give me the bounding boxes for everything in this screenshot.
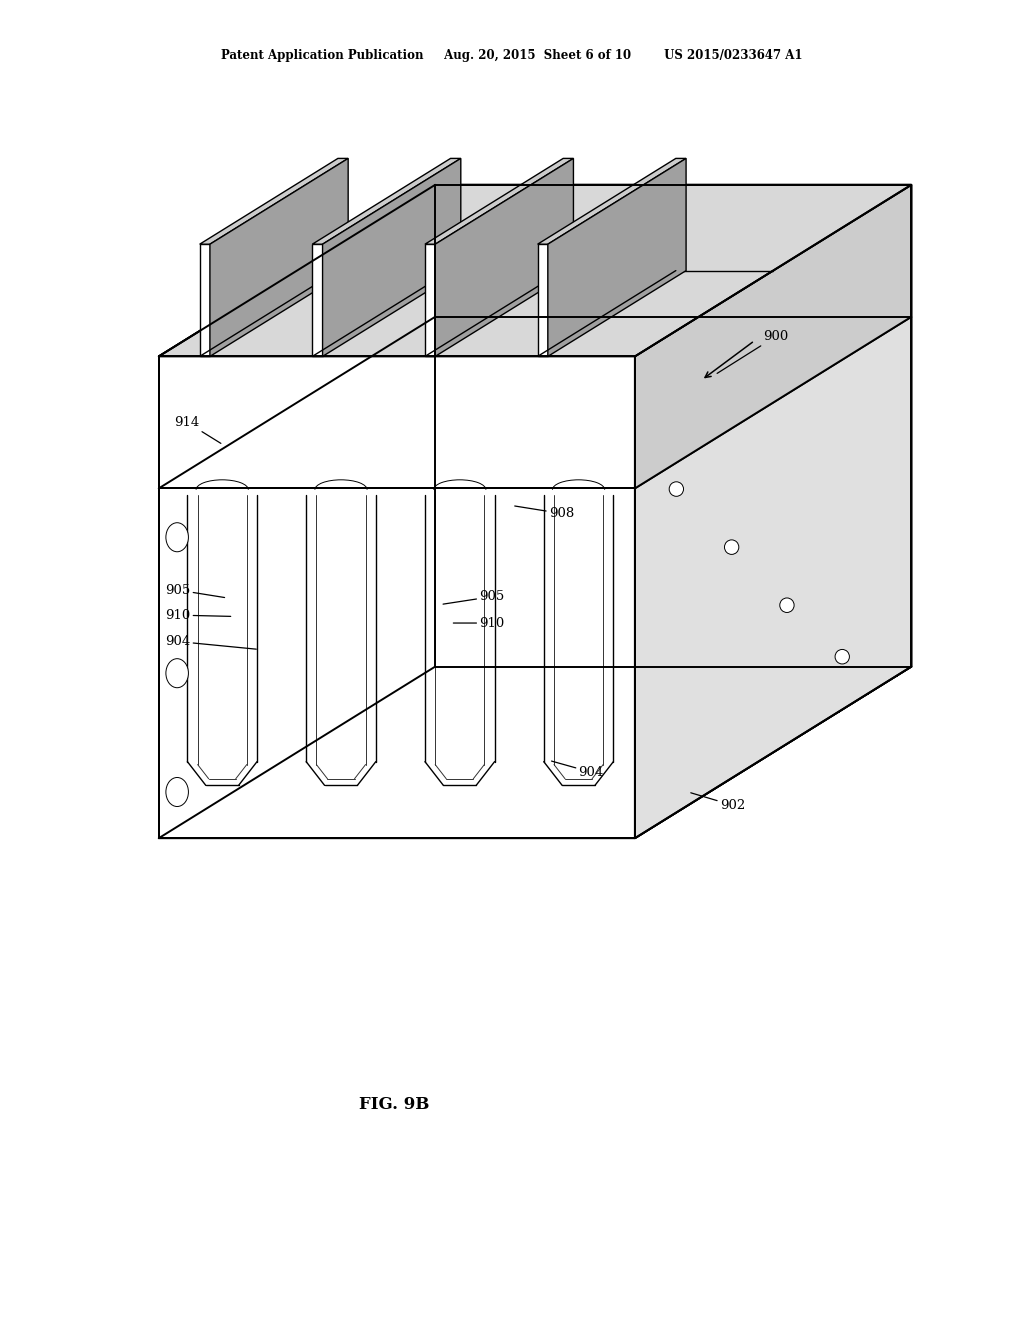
Ellipse shape <box>780 598 795 612</box>
Polygon shape <box>200 158 348 244</box>
Polygon shape <box>649 338 664 829</box>
Text: 908: 908 <box>515 506 574 520</box>
Polygon shape <box>679 321 693 810</box>
Polygon shape <box>635 317 911 838</box>
Circle shape <box>166 523 188 552</box>
Polygon shape <box>839 220 853 711</box>
Polygon shape <box>538 158 686 244</box>
Polygon shape <box>810 239 824 730</box>
Polygon shape <box>664 329 679 820</box>
Polygon shape <box>435 158 573 356</box>
Ellipse shape <box>670 482 684 496</box>
Text: FIG. 9B: FIG. 9B <box>359 1097 429 1113</box>
Polygon shape <box>538 244 548 356</box>
Polygon shape <box>312 244 323 356</box>
Polygon shape <box>159 185 911 356</box>
Polygon shape <box>795 248 810 739</box>
Polygon shape <box>693 312 708 803</box>
Circle shape <box>166 659 188 688</box>
Polygon shape <box>159 356 635 488</box>
Polygon shape <box>867 203 883 694</box>
Text: 905: 905 <box>165 583 224 598</box>
Ellipse shape <box>836 649 850 664</box>
Polygon shape <box>210 158 348 356</box>
Polygon shape <box>883 194 897 685</box>
Text: 914: 914 <box>174 416 221 444</box>
Polygon shape <box>853 213 867 702</box>
Text: 910: 910 <box>165 609 230 622</box>
Polygon shape <box>752 275 766 766</box>
Text: 905: 905 <box>443 590 505 605</box>
Text: 902: 902 <box>691 793 745 812</box>
Polygon shape <box>548 158 686 356</box>
Text: 904: 904 <box>165 635 256 649</box>
Polygon shape <box>323 158 461 356</box>
Ellipse shape <box>725 540 739 554</box>
Text: 900: 900 <box>717 330 788 374</box>
Polygon shape <box>722 293 736 784</box>
Polygon shape <box>780 257 795 748</box>
Polygon shape <box>159 488 635 838</box>
Polygon shape <box>635 185 911 488</box>
Polygon shape <box>159 185 911 356</box>
Circle shape <box>166 777 188 807</box>
Polygon shape <box>312 158 461 244</box>
Polygon shape <box>736 284 752 775</box>
Text: 910: 910 <box>454 616 505 630</box>
Polygon shape <box>425 244 435 356</box>
Polygon shape <box>824 230 839 721</box>
Polygon shape <box>159 667 911 838</box>
Text: 904: 904 <box>552 762 604 779</box>
Polygon shape <box>635 185 911 838</box>
Polygon shape <box>708 302 722 793</box>
Polygon shape <box>635 347 649 838</box>
Text: Patent Application Publication     Aug. 20, 2015  Sheet 6 of 10        US 2015/0: Patent Application Publication Aug. 20, … <box>221 49 803 62</box>
Polygon shape <box>200 244 210 356</box>
Polygon shape <box>766 267 780 756</box>
Polygon shape <box>425 158 573 244</box>
